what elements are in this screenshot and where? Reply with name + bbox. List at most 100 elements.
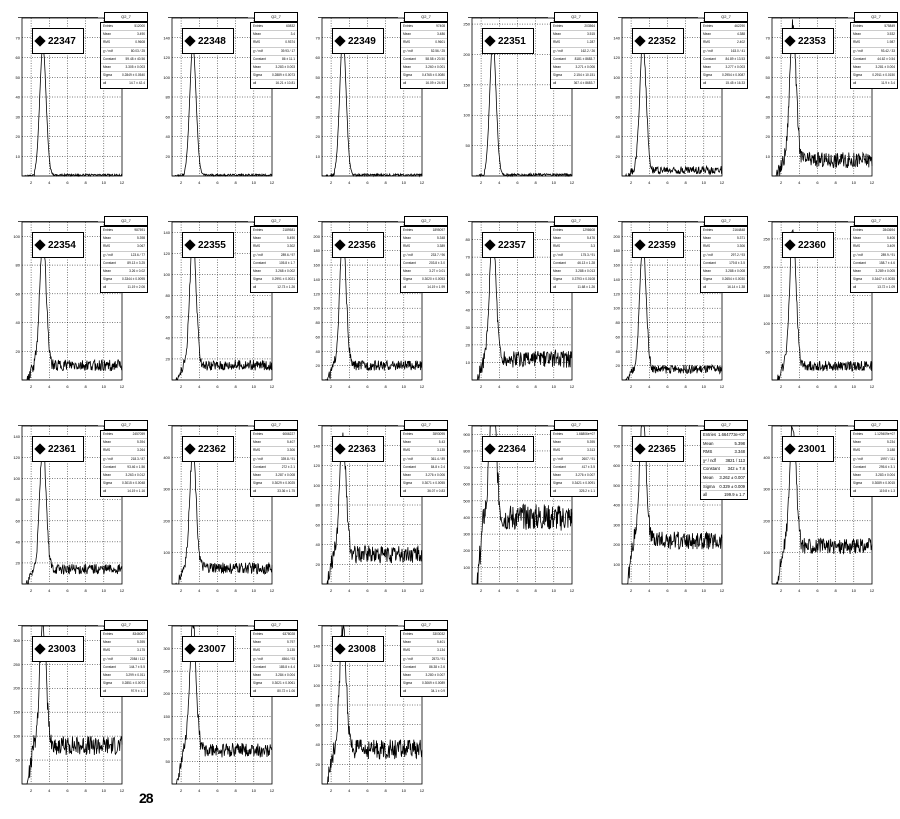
histogram-series xyxy=(172,625,273,785)
stats-value: 3.271 ± 0.006 xyxy=(575,65,595,70)
y-tick-label: 180 xyxy=(313,248,320,253)
x-tick-label: 8 xyxy=(835,588,838,593)
y-tick-label: 200 xyxy=(613,234,620,239)
stats-value: 0.2911 ± 0.0150 xyxy=(872,73,895,78)
stats-key: χ² / ndf xyxy=(103,48,113,53)
stats-key: χ² / ndf xyxy=(253,656,263,661)
run-number-label: 22347 xyxy=(48,35,76,47)
stats-value: 2084 / 112 xyxy=(130,656,145,661)
x-tick-label: 6 xyxy=(516,384,519,389)
stats-value: 3.277 ± 0.003 xyxy=(725,65,745,70)
histogram-name: Q2_7 xyxy=(554,216,598,226)
y-tick-label: 100 xyxy=(163,736,170,741)
x-tick-label: 6 xyxy=(366,180,369,185)
stats-key: χ² / ndf xyxy=(403,48,413,53)
histogram-panel: 2 4 6 8 10 12 50 100 150 200 250 300 Q2_7 Entries 8346… xyxy=(10,616,160,819)
x-tick-label: 6 xyxy=(666,384,669,389)
run-number-label: 22355 xyxy=(198,239,226,251)
stats-value: 2.402 xyxy=(737,40,745,45)
stats-key: all xyxy=(553,489,557,494)
stats-key: all xyxy=(553,81,557,86)
stats-row: Entries 987591 xyxy=(101,227,147,236)
y-tick-label: 10 xyxy=(466,360,471,365)
title-line xyxy=(18,221,98,222)
stats-key: Sigma xyxy=(403,481,413,486)
x-tick-label: 10 xyxy=(102,788,107,793)
stats-value: 3.305 ± 0.003 xyxy=(125,65,145,70)
x-tick-label: 10 xyxy=(102,588,107,593)
stats-row: all 11.19 ± 2.06 xyxy=(101,284,147,291)
x-tick-label: 2 xyxy=(480,588,483,593)
stats-value: 203564 xyxy=(584,24,595,28)
stats-row: Mean 3.4 xyxy=(251,31,297,40)
stats-value: 3.288 ± 0.008 xyxy=(725,269,745,274)
y-tick-label: 140 xyxy=(13,434,20,439)
stats-value: 3.283 ± 0.003 xyxy=(275,65,295,70)
stats-key: Mean xyxy=(703,440,714,446)
stats-value: 123.6 / 77 xyxy=(130,252,145,257)
stats-box: Entries 2164848 Mean 5.371 RMS 3.306 χ² / ndf 2… xyxy=(700,226,748,293)
stats-value: 2607 / 91 xyxy=(581,456,595,461)
stats-value: 3.3 xyxy=(590,244,595,249)
stats-key: Constant xyxy=(703,56,716,61)
stats-row: Mean 3.271 ± 0.006 xyxy=(551,64,597,73)
stats-key: χ² / ndf xyxy=(103,656,113,661)
stats-key: Entries xyxy=(103,432,113,436)
stats-key: Mean xyxy=(403,440,411,445)
stats-value: 3.260 ± 0.001 xyxy=(425,65,445,70)
y-tick-label: 50 xyxy=(466,290,471,295)
x-tick-label: 2 xyxy=(30,384,33,389)
stats-key: Sigma xyxy=(253,277,263,282)
diamond-marker-icon xyxy=(34,35,46,47)
y-tick-label: 60 xyxy=(16,291,21,296)
histogram-name: Q2_7 xyxy=(854,216,898,226)
stats-box: Entries 1298608 Mean 5.476 RMS 3.3 χ² / ndf 175… xyxy=(550,226,598,293)
stats-row: χ² / ndf 162.2 / 26 xyxy=(551,48,597,56)
stats-row: Constant 59.48 ± 40.56 xyxy=(101,56,147,65)
diamond-marker-icon xyxy=(484,35,496,47)
stats-row: RMS 3.313 xyxy=(551,447,597,456)
run-number-label: 22361 xyxy=(48,443,76,455)
y-tick-label: 160 xyxy=(613,263,620,268)
diamond-marker-icon xyxy=(34,443,46,455)
stats-key: Sigma xyxy=(403,277,413,282)
stats-value: 1895097 xyxy=(432,228,445,232)
stats-value: 144.7 ± 5.5 xyxy=(129,664,145,669)
histogram-name: Q2_7 xyxy=(254,12,298,22)
stats-key: Mean xyxy=(853,65,861,70)
stats-key: Entries xyxy=(553,432,563,436)
diamond-marker-icon xyxy=(784,239,796,251)
histogram-panel: 2 4 6 8 10 12 20 40 60 80 100 120 140 160 180 200 Q2_7 En… xyxy=(610,212,760,415)
stats-value: 2189581 xyxy=(282,228,295,232)
stats-value: 575849 xyxy=(884,24,895,28)
stats-row: χ² / ndf 1997 / 111 xyxy=(851,456,897,464)
stats-box: Entries 2843694 Mean 5.406 RMS 3.409 χ² / ndf 2… xyxy=(850,226,898,293)
run-number-label: 22351 xyxy=(498,35,526,47)
stats-key: Sigma xyxy=(703,277,713,282)
stats-row: Mean 3.276 ± 0.006 xyxy=(401,472,447,481)
stats-value: 3.490 xyxy=(137,32,145,37)
diamond-marker-icon xyxy=(334,239,346,251)
stats-value: 0.329 ± 0.009 xyxy=(719,483,745,489)
stats-row: Mean 5.407 xyxy=(251,439,297,448)
title-line xyxy=(168,17,248,18)
y-tick-label: 80 xyxy=(616,320,621,325)
stats-key: RMS xyxy=(253,40,261,45)
y-tick-label: 600 xyxy=(613,463,620,468)
stats-key: Sigma xyxy=(103,73,113,78)
stats-key: Entries xyxy=(253,632,263,636)
y-tick-label: 120 xyxy=(313,663,320,668)
stats-row: RMS 3.409 xyxy=(851,243,897,252)
stats-key: all xyxy=(403,285,407,290)
stats-value: 0.3021 ± 0.0061 xyxy=(271,681,295,686)
stats-key: all xyxy=(253,81,257,86)
stats-key: Mean xyxy=(253,269,261,274)
x-tick-label: 2 xyxy=(330,180,333,185)
stats-row: all 367.4 ± 8683.7 xyxy=(551,80,597,87)
stats-row: RMS 1.987 xyxy=(851,39,897,48)
stats-key: Mean xyxy=(253,673,261,678)
histogram-panel: 2 4 6 8 10 12 20 40 60 80 100 120 140 Q2_7 Entries 4622… xyxy=(610,8,760,211)
x-tick-label: 8 xyxy=(835,180,838,185)
stats-value: 3593095 xyxy=(432,432,445,436)
x-tick-label: 10 xyxy=(252,384,257,389)
